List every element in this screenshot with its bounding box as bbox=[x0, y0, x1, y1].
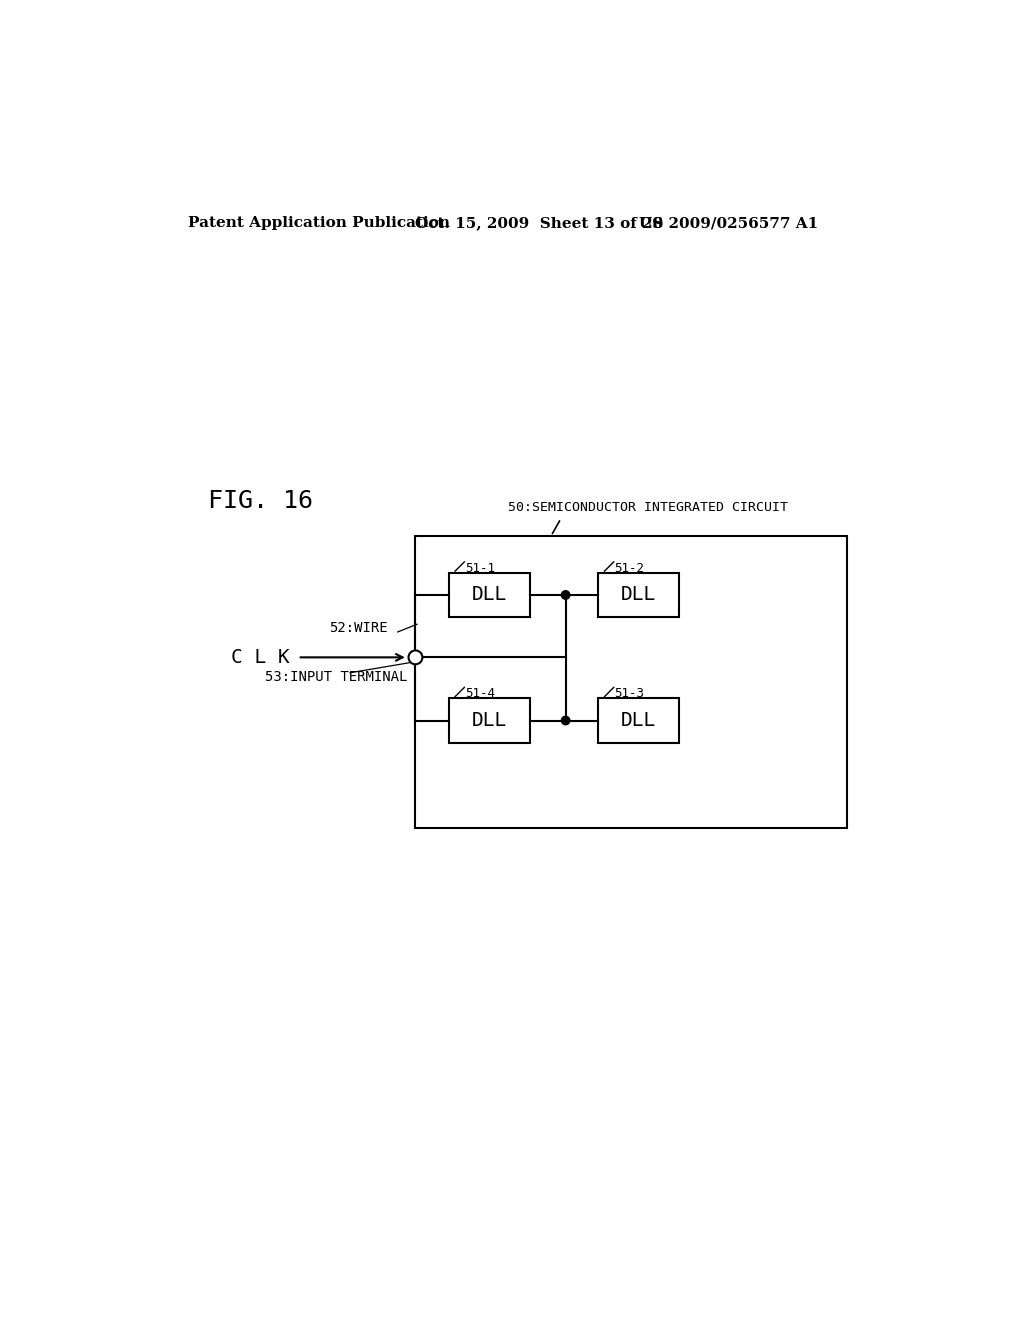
Bar bbox=[598, 573, 679, 618]
Circle shape bbox=[561, 717, 569, 725]
Circle shape bbox=[561, 591, 569, 599]
Text: DLL: DLL bbox=[622, 586, 656, 605]
Text: DLL: DLL bbox=[472, 711, 507, 730]
Text: 52:WIRE: 52:WIRE bbox=[330, 622, 388, 635]
Bar bbox=[598, 698, 679, 743]
Text: Oct. 15, 2009  Sheet 13 of 20: Oct. 15, 2009 Sheet 13 of 20 bbox=[416, 216, 664, 230]
Bar bbox=[449, 698, 529, 743]
Text: DLL: DLL bbox=[622, 711, 656, 730]
Text: 51-2: 51-2 bbox=[614, 562, 644, 576]
Text: DLL: DLL bbox=[472, 586, 507, 605]
Text: 50:SEMICONDUCTOR INTEGRATED CIRCUIT: 50:SEMICONDUCTOR INTEGRATED CIRCUIT bbox=[508, 502, 787, 515]
Text: FIG. 16: FIG. 16 bbox=[208, 490, 312, 513]
Bar bbox=[416, 536, 847, 829]
Bar bbox=[449, 573, 529, 618]
Text: 51-4: 51-4 bbox=[465, 688, 496, 701]
Text: 51-1: 51-1 bbox=[465, 562, 496, 576]
Circle shape bbox=[409, 651, 422, 664]
Text: C L K: C L K bbox=[231, 648, 290, 667]
Text: 53:INPUT TERMINAL: 53:INPUT TERMINAL bbox=[265, 669, 408, 684]
Text: Patent Application Publication: Patent Application Publication bbox=[188, 216, 451, 230]
Text: 51-3: 51-3 bbox=[614, 688, 644, 701]
Text: US 2009/0256577 A1: US 2009/0256577 A1 bbox=[639, 216, 818, 230]
